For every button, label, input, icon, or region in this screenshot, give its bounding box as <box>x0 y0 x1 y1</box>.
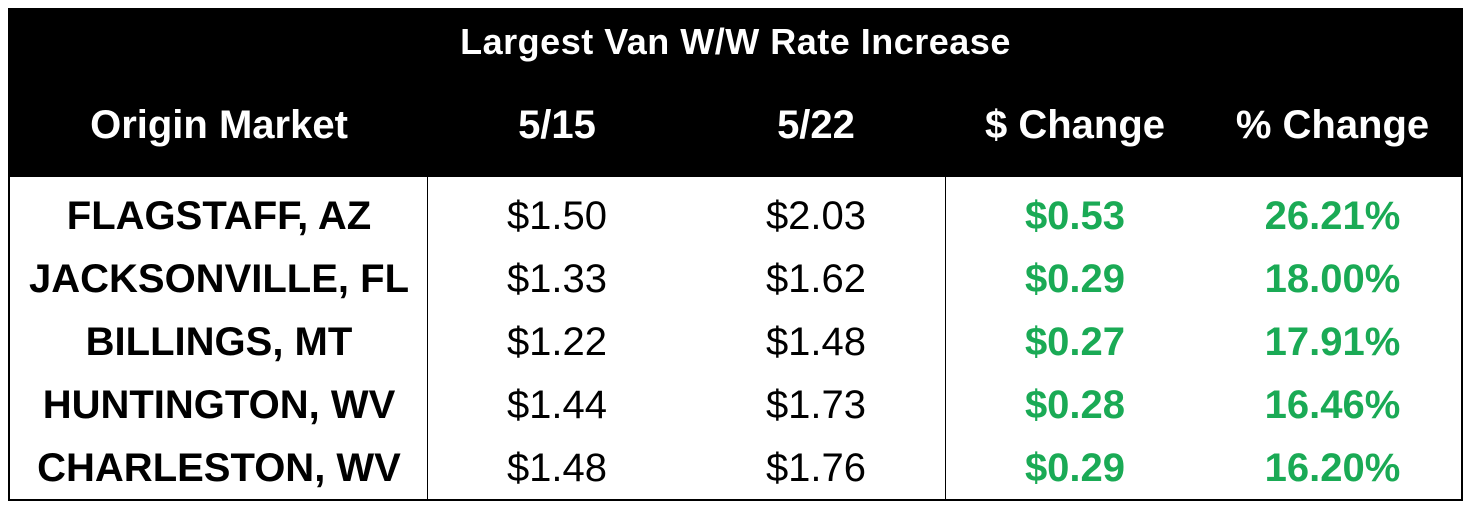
table-row: FLAGSTAFF, AZ $1.50 $2.03 $0.53 26.21% <box>10 185 1461 248</box>
percent-change-cell: 16.46% <box>1264 382 1401 427</box>
percent-change-cell: 16.20% <box>1264 445 1401 490</box>
table-row: CHARLESTON, WV $1.48 $1.76 $0.29 16.20% <box>10 436 1461 499</box>
rate-5-22-cell: $1.48 <box>765 319 867 364</box>
table-title: Largest Van W/W Rate Increase <box>460 21 1011 62</box>
column-header-percent-change: % Change <box>1235 103 1430 147</box>
dollar-change-cell: $0.53 <box>1024 194 1126 239</box>
column-divider <box>945 177 946 499</box>
rate-5-15-cell: $1.33 <box>506 257 608 302</box>
origin-market-cell: JACKSONVILLE, FL <box>28 257 410 302</box>
origin-market-cell: BILLINGS, MT <box>85 319 353 364</box>
dollar-change-cell: $0.29 <box>1024 257 1126 302</box>
dollar-change-cell: $0.27 <box>1024 319 1126 364</box>
rate-5-22-cell: $1.62 <box>765 257 867 302</box>
column-divider <box>427 177 428 499</box>
table-row: BILLINGS, MT $1.22 $1.48 $0.27 17.91% <box>10 311 1461 374</box>
rate-5-22-cell: $1.73 <box>765 382 867 427</box>
percent-change-cell: 18.00% <box>1264 257 1401 302</box>
origin-market-cell: FLAGSTAFF, AZ <box>66 194 372 239</box>
percent-change-cell: 26.21% <box>1264 194 1401 239</box>
table-body: FLAGSTAFF, AZ $1.50 $2.03 $0.53 26.21% J… <box>10 177 1461 499</box>
rate-5-15-cell: $1.48 <box>506 445 608 490</box>
origin-market-cell: CHARLESTON, WV <box>37 445 401 490</box>
table-row: HUNTINGTON, WV $1.44 $1.73 $0.28 16.46% <box>10 373 1461 436</box>
percent-change-cell: 17.91% <box>1264 319 1401 364</box>
column-header-5-15: 5/15 <box>518 103 596 147</box>
table-row: JACKSONVILLE, FL $1.33 $1.62 $0.29 18.00… <box>10 248 1461 311</box>
rate-5-15-cell: $1.44 <box>506 382 608 427</box>
table-header: Largest Van W/W Rate Increase Origin Mar… <box>10 10 1461 177</box>
column-header-row: Origin Market 5/15 5/22 $ Change % Chang… <box>10 74 1461 177</box>
rate-5-15-cell: $1.50 <box>506 194 608 239</box>
rate-5-22-cell: $2.03 <box>765 194 867 239</box>
column-header-5-22: 5/22 <box>777 103 855 147</box>
column-header-origin-market: Origin Market <box>90 103 348 147</box>
origin-market-cell: HUNTINGTON, WV <box>42 382 396 427</box>
rate-5-22-cell: $1.76 <box>765 445 867 490</box>
rate-5-15-cell: $1.22 <box>506 319 608 364</box>
dollar-change-cell: $0.29 <box>1024 445 1126 490</box>
column-header-dollar-change: $ Change <box>984 103 1166 147</box>
rate-increase-table: Largest Van W/W Rate Increase Origin Mar… <box>8 8 1463 501</box>
dollar-change-cell: $0.28 <box>1024 382 1126 427</box>
